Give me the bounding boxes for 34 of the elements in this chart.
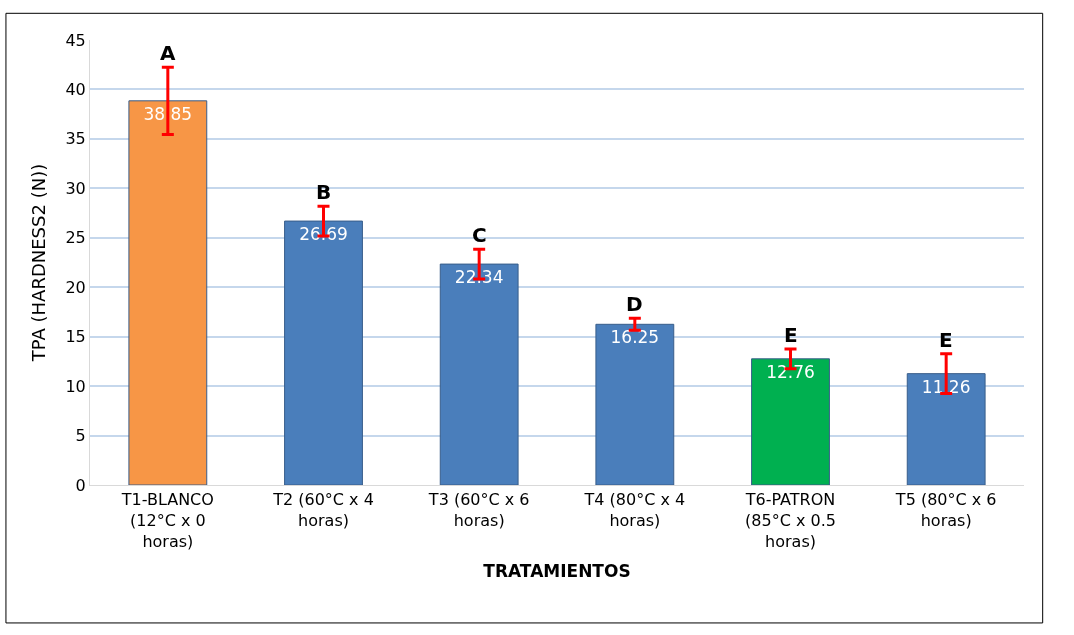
y-tick-label: 5 — [75, 426, 86, 446]
y-tick-label: 40 — [65, 80, 86, 100]
y-tick-label: 0 — [75, 475, 86, 495]
x-tick-label: T4 (80°C x 4 horas) — [583, 490, 686, 530]
x-axis-title: TRATAMIENTOS — [483, 561, 631, 582]
bar — [595, 323, 675, 485]
annotation: E — [939, 328, 953, 352]
y-tick-label: 25 — [65, 228, 86, 248]
annotation: E — [784, 323, 798, 347]
bar — [751, 358, 830, 485]
bar — [439, 263, 519, 485]
data-label: 22.34 — [454, 267, 504, 288]
y-tick-label: 20 — [65, 277, 86, 297]
y-tick-label: 35 — [65, 129, 86, 149]
bar — [284, 220, 363, 485]
bar — [906, 373, 986, 485]
data-label: 26.69 — [299, 224, 348, 245]
y-axis-title: TPA (HARDNESS2 (N)) — [27, 163, 49, 363]
x-tick-label: T3 (60°C x 6 horas) — [427, 490, 530, 530]
y-tick-label: 30 — [65, 178, 86, 198]
annotation: C — [472, 223, 487, 247]
annotation: D — [626, 292, 643, 316]
data-label: 16.25 — [610, 327, 660, 348]
y-tick-label: 15 — [65, 327, 86, 347]
y-tick-label: 10 — [65, 376, 86, 396]
x-tick-label: T6-PATRON (85°C x 0.5 horas) — [744, 490, 836, 551]
annotation: A — [160, 41, 176, 65]
annotation: B — [316, 180, 332, 204]
x-tick-label: T2 (60°C x 4 horas) — [272, 490, 374, 530]
x-tick-label: T1-BLANCO (12°C x 0 horas) — [120, 490, 214, 551]
bar — [128, 100, 208, 485]
data-label: 12.76 — [766, 361, 815, 382]
y-tick-label: 45 — [65, 30, 86, 50]
x-tick-label: T5 (80°C x 6 horas) — [894, 490, 997, 530]
